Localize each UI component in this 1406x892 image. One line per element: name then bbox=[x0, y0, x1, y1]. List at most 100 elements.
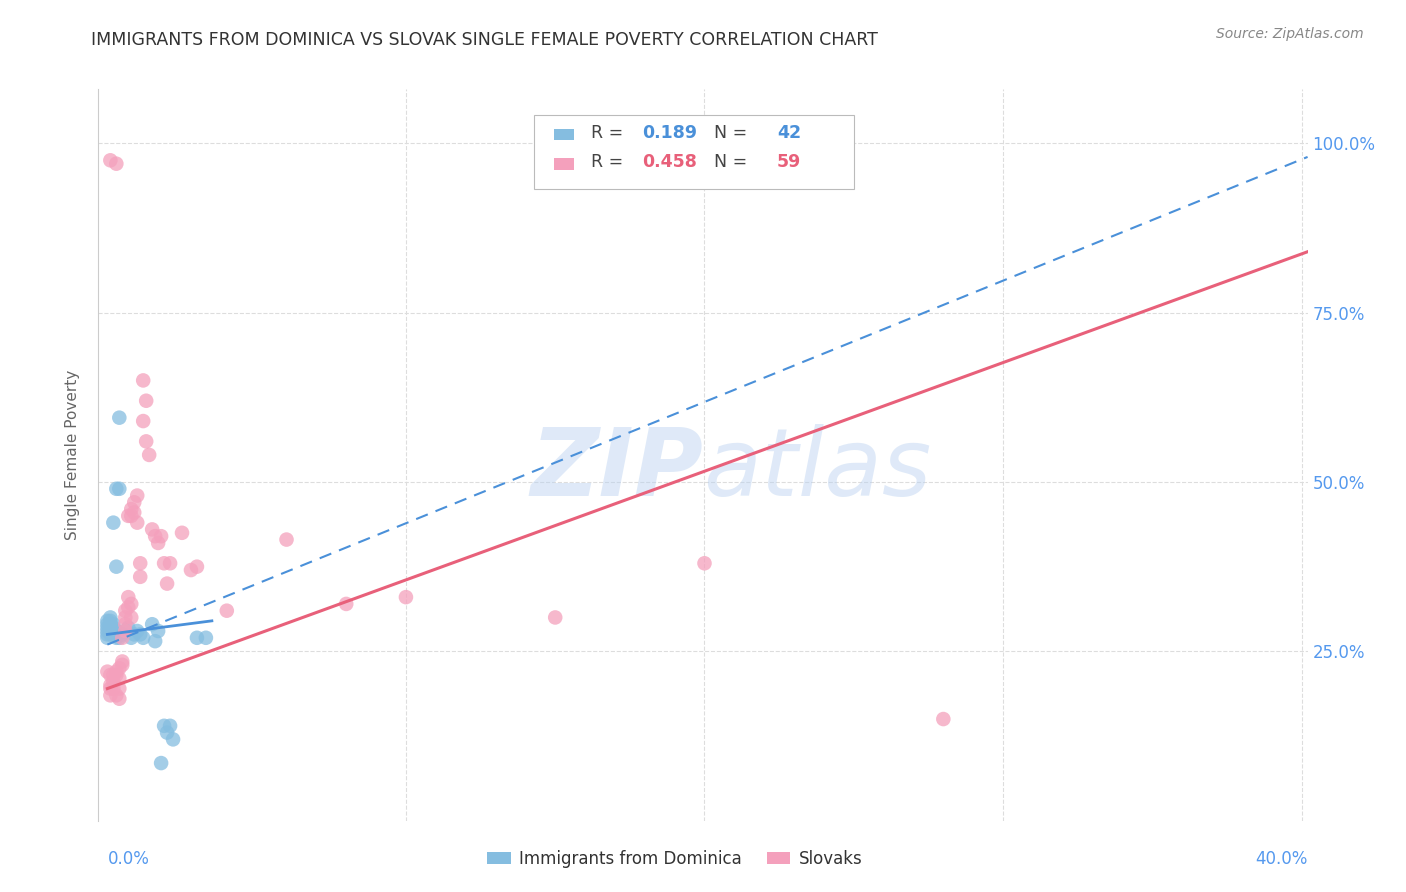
Point bbox=[186, 631, 208, 645]
Point bbox=[143, 634, 166, 648]
Point bbox=[105, 665, 128, 679]
Point bbox=[96, 621, 118, 635]
Point bbox=[103, 668, 125, 682]
Point bbox=[98, 681, 121, 696]
Point bbox=[150, 529, 173, 543]
Point bbox=[932, 712, 955, 726]
Point bbox=[96, 665, 118, 679]
Point bbox=[105, 157, 128, 171]
Point bbox=[156, 576, 179, 591]
Text: ZIP: ZIP bbox=[530, 424, 703, 516]
Point bbox=[162, 732, 184, 747]
Point bbox=[150, 756, 173, 770]
Point bbox=[108, 681, 131, 696]
Point bbox=[117, 621, 139, 635]
Point bbox=[138, 448, 160, 462]
Point bbox=[103, 516, 125, 530]
Point bbox=[156, 725, 179, 739]
Point bbox=[186, 559, 208, 574]
Point bbox=[153, 719, 176, 733]
Point bbox=[129, 556, 152, 570]
Point bbox=[194, 631, 217, 645]
Point bbox=[108, 631, 131, 645]
Point bbox=[146, 624, 169, 638]
Point bbox=[143, 529, 166, 543]
Point bbox=[111, 657, 134, 672]
Text: 42: 42 bbox=[776, 124, 801, 142]
Point bbox=[215, 604, 238, 618]
Point bbox=[96, 624, 118, 638]
Point bbox=[98, 668, 121, 682]
Point bbox=[105, 631, 128, 645]
Point bbox=[114, 624, 136, 638]
Text: 59: 59 bbox=[776, 153, 801, 171]
Text: IMMIGRANTS FROM DOMINICA VS SLOVAK SINGLE FEMALE POVERTY CORRELATION CHART: IMMIGRANTS FROM DOMINICA VS SLOVAK SINGL… bbox=[91, 31, 879, 49]
Text: Source: ZipAtlas.com: Source: ZipAtlas.com bbox=[1216, 27, 1364, 41]
FancyBboxPatch shape bbox=[554, 158, 574, 169]
Point bbox=[98, 614, 121, 628]
Point bbox=[108, 410, 131, 425]
Point bbox=[335, 597, 357, 611]
Point bbox=[98, 621, 121, 635]
Point bbox=[395, 590, 418, 604]
Point bbox=[127, 624, 149, 638]
FancyBboxPatch shape bbox=[554, 128, 574, 140]
Point bbox=[114, 624, 136, 638]
FancyBboxPatch shape bbox=[534, 115, 855, 189]
Point bbox=[122, 506, 145, 520]
Point bbox=[544, 610, 567, 624]
Text: N =: N = bbox=[703, 153, 752, 171]
Point bbox=[96, 614, 118, 628]
Point bbox=[98, 610, 121, 624]
Point bbox=[98, 617, 121, 632]
Point bbox=[120, 502, 142, 516]
Point bbox=[117, 600, 139, 615]
Point bbox=[98, 689, 121, 703]
Point bbox=[108, 482, 131, 496]
Text: 40.0%: 40.0% bbox=[1256, 850, 1308, 868]
Point bbox=[276, 533, 298, 547]
Point bbox=[103, 621, 125, 635]
Point bbox=[114, 604, 136, 618]
Point bbox=[159, 719, 181, 733]
Text: 0.189: 0.189 bbox=[643, 124, 697, 142]
Point bbox=[122, 495, 145, 509]
Text: 0.0%: 0.0% bbox=[107, 850, 149, 868]
Point bbox=[170, 525, 193, 540]
Text: atlas: atlas bbox=[703, 424, 931, 515]
Point bbox=[132, 414, 155, 428]
Point bbox=[117, 590, 139, 604]
Text: 0.458: 0.458 bbox=[643, 153, 697, 171]
Point bbox=[103, 627, 125, 641]
Point bbox=[108, 672, 131, 686]
Point bbox=[96, 631, 118, 645]
Point bbox=[108, 691, 131, 706]
Point bbox=[98, 153, 121, 168]
Point bbox=[153, 556, 176, 570]
Point bbox=[105, 689, 128, 703]
Point bbox=[135, 434, 157, 449]
Point bbox=[120, 508, 142, 523]
Point bbox=[122, 627, 145, 641]
Point bbox=[111, 627, 134, 641]
Point bbox=[159, 556, 181, 570]
Point bbox=[120, 597, 142, 611]
Point bbox=[96, 627, 118, 641]
Point bbox=[105, 559, 128, 574]
Text: R =: R = bbox=[591, 124, 628, 142]
Point bbox=[108, 661, 131, 675]
Point bbox=[693, 556, 716, 570]
Point bbox=[114, 610, 136, 624]
Point bbox=[127, 516, 149, 530]
Point bbox=[98, 627, 121, 641]
Point bbox=[98, 621, 121, 635]
Point bbox=[111, 655, 134, 669]
Point bbox=[132, 373, 155, 387]
Point bbox=[103, 674, 125, 689]
Point bbox=[96, 617, 118, 632]
Point bbox=[146, 536, 169, 550]
Legend: Immigrants from Dominica, Slovaks: Immigrants from Dominica, Slovaks bbox=[481, 844, 869, 875]
Point bbox=[111, 631, 134, 645]
Point bbox=[114, 617, 136, 632]
Point bbox=[98, 678, 121, 692]
